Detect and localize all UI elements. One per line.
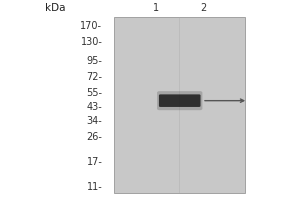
Text: 1: 1 (153, 3, 159, 13)
Text: 95-: 95- (87, 56, 102, 66)
Text: 26-: 26- (87, 132, 102, 142)
FancyBboxPatch shape (159, 94, 200, 107)
Text: 72-: 72- (86, 72, 102, 82)
Text: 130-: 130- (81, 37, 102, 47)
Text: 43-: 43- (87, 102, 102, 112)
Text: 55-: 55- (86, 88, 102, 98)
Text: 170-: 170- (80, 21, 102, 31)
Bar (179, 17, 180, 193)
Text: 34-: 34- (87, 116, 102, 126)
Text: 17-: 17- (87, 157, 102, 167)
Text: kDa: kDa (45, 3, 65, 13)
FancyBboxPatch shape (157, 91, 203, 110)
Text: 2: 2 (200, 3, 207, 13)
FancyBboxPatch shape (114, 17, 245, 193)
Text: 11-: 11- (87, 182, 102, 192)
